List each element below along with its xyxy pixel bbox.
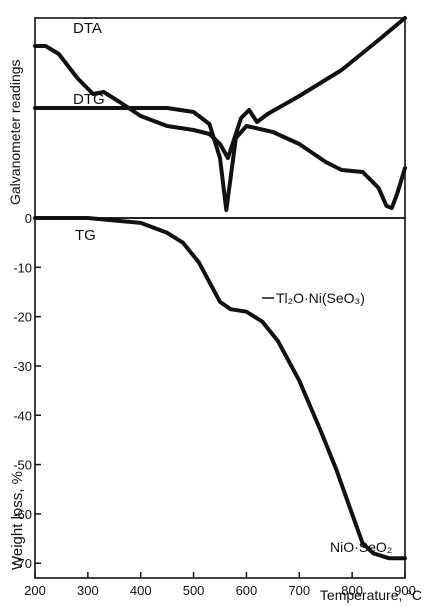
dta-label: DTA: [73, 20, 102, 37]
annotation-tl2o-ni-seo3: Tl₂O·Ni(SeO₃): [276, 290, 365, 306]
y-tick-label: -10: [13, 260, 32, 275]
x-tick-label: 300: [77, 583, 99, 598]
y-tick-label: -20: [13, 310, 32, 325]
x-tick-label: 900: [394, 583, 416, 598]
y-tick-label: -30: [13, 359, 32, 374]
lower-panel-frame: [34, 217, 406, 579]
tg-curve: [33, 216, 407, 561]
y-tick-label: -70: [13, 556, 32, 571]
tg-label: TG: [75, 227, 96, 244]
x-tick-label: 200: [24, 583, 46, 598]
chart-marks: 200 300 400 500 600 700 800 900 0 -10 -20 -30 -40 -50…: [13, 16, 416, 598]
y-tick-label: -60: [13, 507, 32, 522]
upper-y-axis-title: Galvanometer readings: [7, 59, 23, 205]
lower-y-axis-title: Weight loss, %: [9, 471, 26, 570]
x-tick-label: 400: [130, 583, 152, 598]
dtg-curve: [33, 106, 407, 212]
x-tick-label: 500: [183, 583, 205, 598]
x-axis-title: Temperature, °C: [320, 587, 422, 603]
x-tick-label: 800: [341, 583, 363, 598]
y-tick-label: -50: [13, 458, 32, 473]
y-tick-label: -40: [13, 408, 32, 423]
x-tick-label: 700: [288, 583, 310, 598]
dta-curve: [33, 16, 407, 160]
annotation-nio-seo2: NiO·SeO₂: [330, 539, 392, 555]
y-tick-label: 0: [25, 211, 32, 226]
upper-panel-frame: [34, 17, 406, 219]
x-tick-label: 600: [236, 583, 258, 598]
